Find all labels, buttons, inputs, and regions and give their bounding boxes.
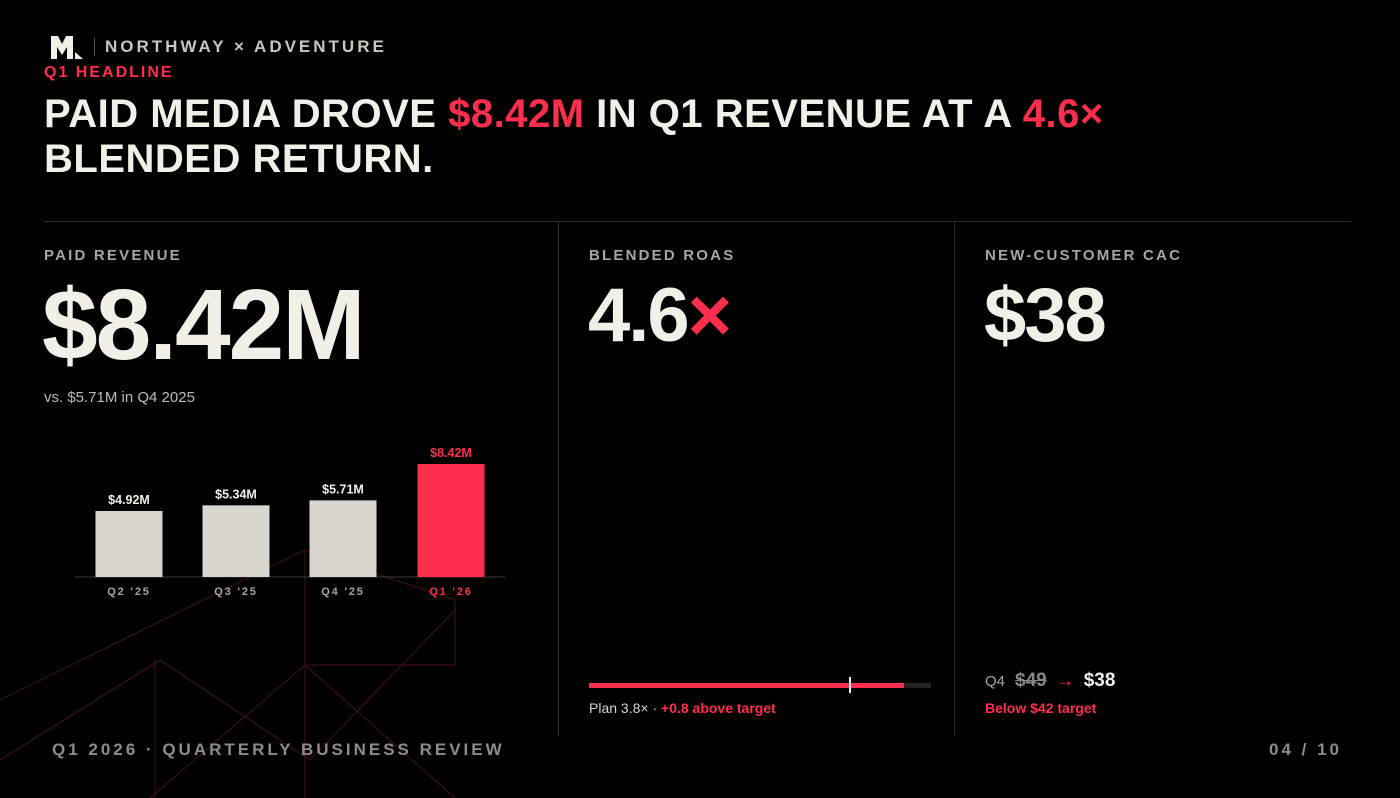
bar-category-label: Q2 '25 bbox=[107, 586, 150, 598]
roas-plan-line: Plan 3.8× · +0.8 above target bbox=[589, 700, 776, 716]
headline-highlight-revenue: $8.42M bbox=[448, 92, 585, 136]
headline-highlight-roas: 4.6× bbox=[1022, 92, 1104, 136]
roas-multiplier-icon: × bbox=[687, 273, 732, 358]
headline-text-3: BLENDED RETURN. bbox=[44, 137, 434, 181]
panel-divider-1 bbox=[558, 222, 559, 736]
plan-label: Plan bbox=[589, 700, 618, 716]
roas-delta: +0.8 above target bbox=[661, 700, 776, 716]
roas-number: 4.6 bbox=[588, 273, 690, 358]
headline-text-1: PAID MEDIA DROVE bbox=[44, 92, 449, 136]
bar-category-label: Q1 '26 bbox=[429, 586, 472, 598]
header-divider bbox=[44, 221, 1351, 222]
roas-progress-fill bbox=[589, 683, 904, 688]
roas-target-marker bbox=[848, 677, 851, 693]
bar-value-label: $5.71M bbox=[322, 482, 364, 496]
cac-current-value: $38 bbox=[1083, 670, 1116, 691]
bar-category-label: Q4 '25 bbox=[321, 586, 364, 598]
bar-value-label: $5.34M bbox=[215, 487, 257, 501]
bar-value-label: $4.92M bbox=[108, 493, 150, 507]
cac-prior-value: $49 bbox=[1015, 670, 1047, 691]
arrow-right-icon: → bbox=[1056, 671, 1074, 690]
plan-separator: · bbox=[648, 700, 662, 716]
paid-revenue-label: PAID REVENUE bbox=[44, 247, 182, 264]
cac-comparison: Q4 $49 → $38 bbox=[985, 670, 1115, 692]
cac-prior-label: Q4 bbox=[985, 673, 1006, 690]
footer-title: Q1 2026 · QUARTERLY BUSINESS REVIEW bbox=[52, 740, 505, 759]
cac-target-note: Below $42 target bbox=[985, 700, 1097, 716]
brand-separator bbox=[94, 38, 95, 56]
brand-logo-icon bbox=[51, 36, 83, 59]
cac-label: NEW-CUSTOMER CAC bbox=[985, 247, 1183, 264]
eyebrow-label: Q1 HEADLINE bbox=[44, 64, 174, 81]
blended-roas-value: 4.6× bbox=[588, 273, 732, 358]
chart-bar bbox=[202, 505, 270, 577]
chart-bar bbox=[309, 500, 377, 577]
bar-value-label: $8.42M bbox=[430, 446, 472, 460]
roas-progress-track bbox=[589, 677, 931, 693]
brand-header: NORTHWAY × ADVENTURE bbox=[50, 34, 387, 60]
cac-value: $38 bbox=[984, 273, 1107, 358]
paid-revenue-comparison: vs. $5.71M in Q4 2025 bbox=[44, 389, 195, 406]
panel-divider-2 bbox=[954, 222, 955, 736]
chart-bar bbox=[417, 464, 485, 577]
chart-bar bbox=[95, 510, 163, 577]
paid-revenue-value: $8.42M bbox=[42, 269, 366, 381]
brand-name: NORTHWAY × ADVENTURE bbox=[105, 37, 387, 56]
bar-category-label: Q3 '25 bbox=[214, 586, 257, 598]
headline-text-2: IN Q1 REVENUE AT A bbox=[584, 92, 1023, 136]
plan-value: 3.8× bbox=[620, 700, 649, 716]
page-number: 04 / 10 bbox=[1269, 740, 1342, 759]
page-headline: PAID MEDIA DROVE $8.42M IN Q1 REVENUE AT… bbox=[44, 92, 1294, 182]
blended-roas-label: BLENDED ROAS bbox=[589, 247, 736, 264]
